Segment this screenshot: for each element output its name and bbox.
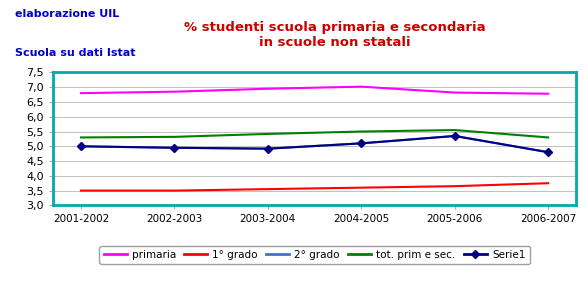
Line: 2° grado: 2° grado [81, 136, 548, 152]
Serie1 [358, 142, 365, 145]
Serie1 [451, 134, 458, 138]
Text: % studenti scuola primaria e secondaria
in scuole non statali: % studenti scuola primaria e secondaria … [185, 21, 486, 49]
tot. prim e sec. [171, 135, 178, 139]
2° grado [78, 144, 85, 148]
2° grado [265, 147, 272, 150]
2° grado [451, 134, 458, 138]
primaria [265, 87, 272, 91]
Serie1 [265, 147, 272, 150]
tot. prim e sec. [78, 136, 85, 139]
2° grado [171, 146, 178, 149]
Legend: primaria, 1° grado, 2° grado, tot. prim e sec., Serie1: primaria, 1° grado, 2° grado, tot. prim … [99, 246, 530, 264]
1° grado [265, 187, 272, 191]
primaria [451, 91, 458, 94]
primaria [78, 91, 85, 95]
2° grado [358, 142, 365, 145]
primaria [358, 85, 365, 88]
Serie1 [171, 146, 178, 149]
1° grado [171, 189, 178, 192]
1° grado [451, 184, 458, 188]
tot. prim e sec. [265, 132, 272, 136]
Line: primaria: primaria [81, 87, 548, 94]
Line: 1° grado: 1° grado [81, 183, 548, 191]
Line: Serie1: Serie1 [78, 133, 551, 155]
1° grado [544, 182, 552, 185]
primaria [544, 92, 552, 95]
Line: tot. prim e sec.: tot. prim e sec. [81, 130, 548, 137]
Serie1 [544, 150, 552, 154]
tot. prim e sec. [451, 128, 458, 132]
Text: Scuola su dati Istat: Scuola su dati Istat [15, 48, 135, 58]
1° grado [358, 186, 365, 189]
2° grado [544, 150, 552, 154]
Serie1 [78, 144, 85, 148]
tot. prim e sec. [544, 136, 552, 139]
1° grado [78, 189, 85, 192]
primaria [171, 90, 178, 94]
tot. prim e sec. [358, 130, 365, 133]
Text: elaborazione UIL: elaborazione UIL [15, 9, 119, 19]
